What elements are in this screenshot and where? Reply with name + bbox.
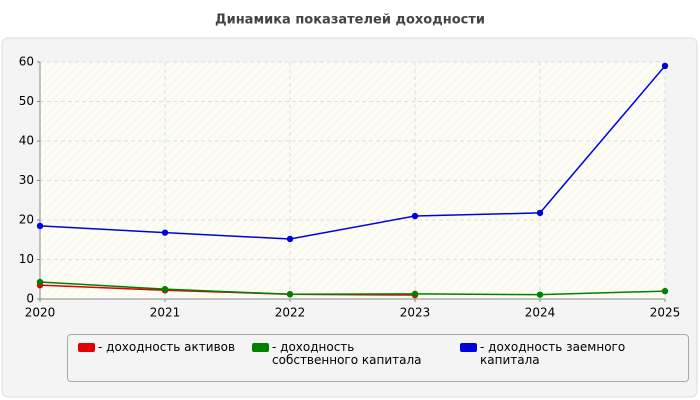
data-point	[161, 229, 169, 236]
data-point	[36, 222, 44, 230]
chart-title: Динамика показателей доходности	[215, 13, 485, 28]
legend: - доходность активов - доходность собстве…	[67, 334, 689, 382]
data-point	[661, 287, 669, 295]
y-tick-label: 60	[19, 55, 34, 69]
legend-item: - доходность собственного капитала	[252, 341, 427, 367]
series-line	[39, 65, 666, 240]
legend-swatch	[460, 343, 477, 352]
data-point	[36, 278, 44, 286]
y-tick-label: 30	[19, 173, 34, 187]
data-point	[536, 209, 544, 217]
legend-item: - доходность заемного капитала	[460, 341, 635, 367]
legend-label: - доходность заемного капитала	[480, 340, 626, 367]
x-tick-label: 2024	[525, 306, 556, 320]
legend-label: - доходность активов	[98, 340, 236, 354]
data-point	[286, 291, 294, 298]
data-point	[411, 290, 419, 298]
legend-swatch	[78, 343, 95, 352]
y-tick-label: 50	[19, 94, 34, 108]
legend-swatch	[252, 343, 269, 352]
y-tick-label: 40	[19, 134, 34, 148]
x-tick-label: 2021	[150, 306, 181, 320]
data-point	[286, 235, 294, 243]
legend-item: - доходность активов	[78, 341, 253, 354]
series-line	[39, 281, 666, 296]
x-tick-label: 2025	[650, 306, 681, 320]
y-tick-label: 20	[19, 213, 34, 227]
legend-label: - доходность собственного капитала	[272, 340, 422, 367]
y-tick-label: 10	[19, 252, 34, 266]
data-point	[661, 62, 669, 70]
x-tick-label: 2023	[400, 306, 431, 320]
data-point	[411, 212, 419, 220]
data-point	[536, 291, 544, 298]
x-tick-label: 2022	[275, 306, 306, 320]
y-tick-label: 0	[26, 292, 34, 306]
x-tick-label: 2020	[25, 306, 56, 320]
data-point	[161, 285, 169, 293]
